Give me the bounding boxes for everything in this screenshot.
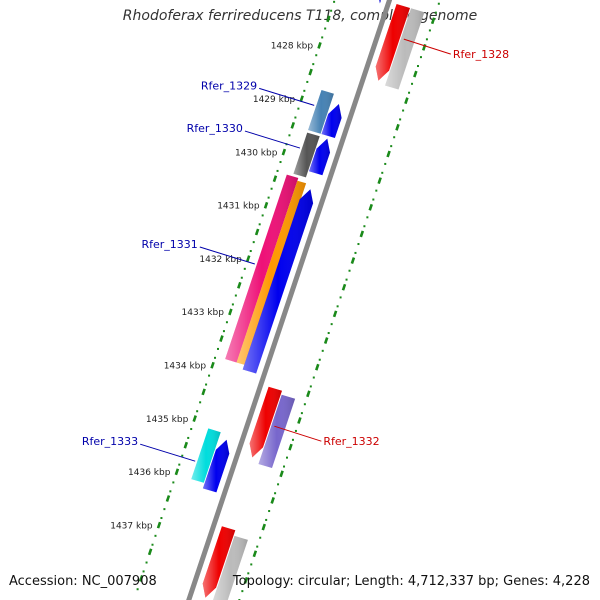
- gene-rfer-1330[interactable]: [293, 132, 320, 178]
- gene-label-text[interactable]: Rfer_1333: [82, 435, 138, 448]
- gene-feature-16[interactable]: [213, 535, 248, 600]
- gene-features: [191, 0, 425, 600]
- gene-feature-15[interactable]: [202, 526, 236, 598]
- scale-label: 1428 kbp: [271, 42, 314, 52]
- gene-labels: Rfer_1328 Rfer_1329 Rfer_1330 Rfer_1331 Rfer…: [82, 38, 509, 462]
- scale-ring-left: [136, 0, 336, 591]
- gene-label-text[interactable]: Rfer_1330: [187, 122, 243, 135]
- gene-label-text[interactable]: Rfer_1328: [453, 48, 509, 61]
- gene-feature-14[interactable]: [202, 439, 230, 493]
- gene-label-text[interactable]: Rfer_1332: [323, 435, 379, 448]
- scale-label: 1432 kbp: [199, 255, 242, 265]
- scale-label: 1437 kbp: [110, 521, 153, 531]
- backbone: [186, 0, 393, 600]
- gene-feature-3[interactable]: [385, 8, 425, 90]
- gene-feature-5[interactable]: [321, 104, 342, 138]
- genome-summary-text: Topology: circular; Length: 4,712,337 bp…: [232, 574, 590, 589]
- scale-label: 1436 kbp: [128, 468, 171, 478]
- gene-rfer-1331[interactable]: [225, 174, 299, 363]
- map-title: Rhodoferax ferrireducens T118, complete …: [122, 8, 478, 24]
- gene-rfer-1329[interactable]: [308, 90, 334, 134]
- gene-feature-9[interactable]: [236, 180, 307, 365]
- scale-label: 1434 kbp: [164, 362, 207, 372]
- scale-label: 1435 kbp: [146, 415, 189, 425]
- gene-label-rfer-1329[interactable]: Rfer_1329: [201, 79, 315, 106]
- gene-label-rfer-1330[interactable]: Rfer_1330: [187, 122, 301, 149]
- gene-rfer-1332[interactable]: [249, 386, 282, 458]
- scale-label: 1431 kbp: [217, 202, 260, 212]
- gene-rfer-1328[interactable]: [375, 4, 410, 81]
- scale-ring-right: [238, 2, 440, 600]
- gene-feature-1[interactable]: [367, 0, 381, 4]
- gene-label-rfer-1328[interactable]: Rfer_1328: [403, 38, 509, 61]
- scale-dots: [136, 0, 440, 600]
- scale-label: 1429 kbp: [253, 95, 296, 105]
- backbone-line: [186, 0, 393, 600]
- accession-text: Accession: NC_007908: [9, 574, 157, 589]
- gene-label-rfer-1333[interactable]: Rfer_1333: [82, 435, 196, 462]
- gene-feature-10[interactable]: [242, 189, 314, 374]
- scale-label: 1433 kbp: [182, 308, 225, 318]
- gene-label-rfer-1331[interactable]: Rfer_1331: [142, 238, 255, 265]
- gene-rfer-1333[interactable]: [191, 428, 221, 483]
- gene-feature-12[interactable]: [258, 394, 296, 468]
- scale-label: 1430 kbp: [235, 148, 278, 158]
- gene-label-text[interactable]: Rfer_1329: [201, 79, 257, 92]
- gene-label-rfer-1332[interactable]: Rfer_1332: [274, 425, 380, 448]
- gene-feature-7[interactable]: [309, 138, 330, 176]
- gene-label-text[interactable]: Rfer_1331: [142, 238, 198, 251]
